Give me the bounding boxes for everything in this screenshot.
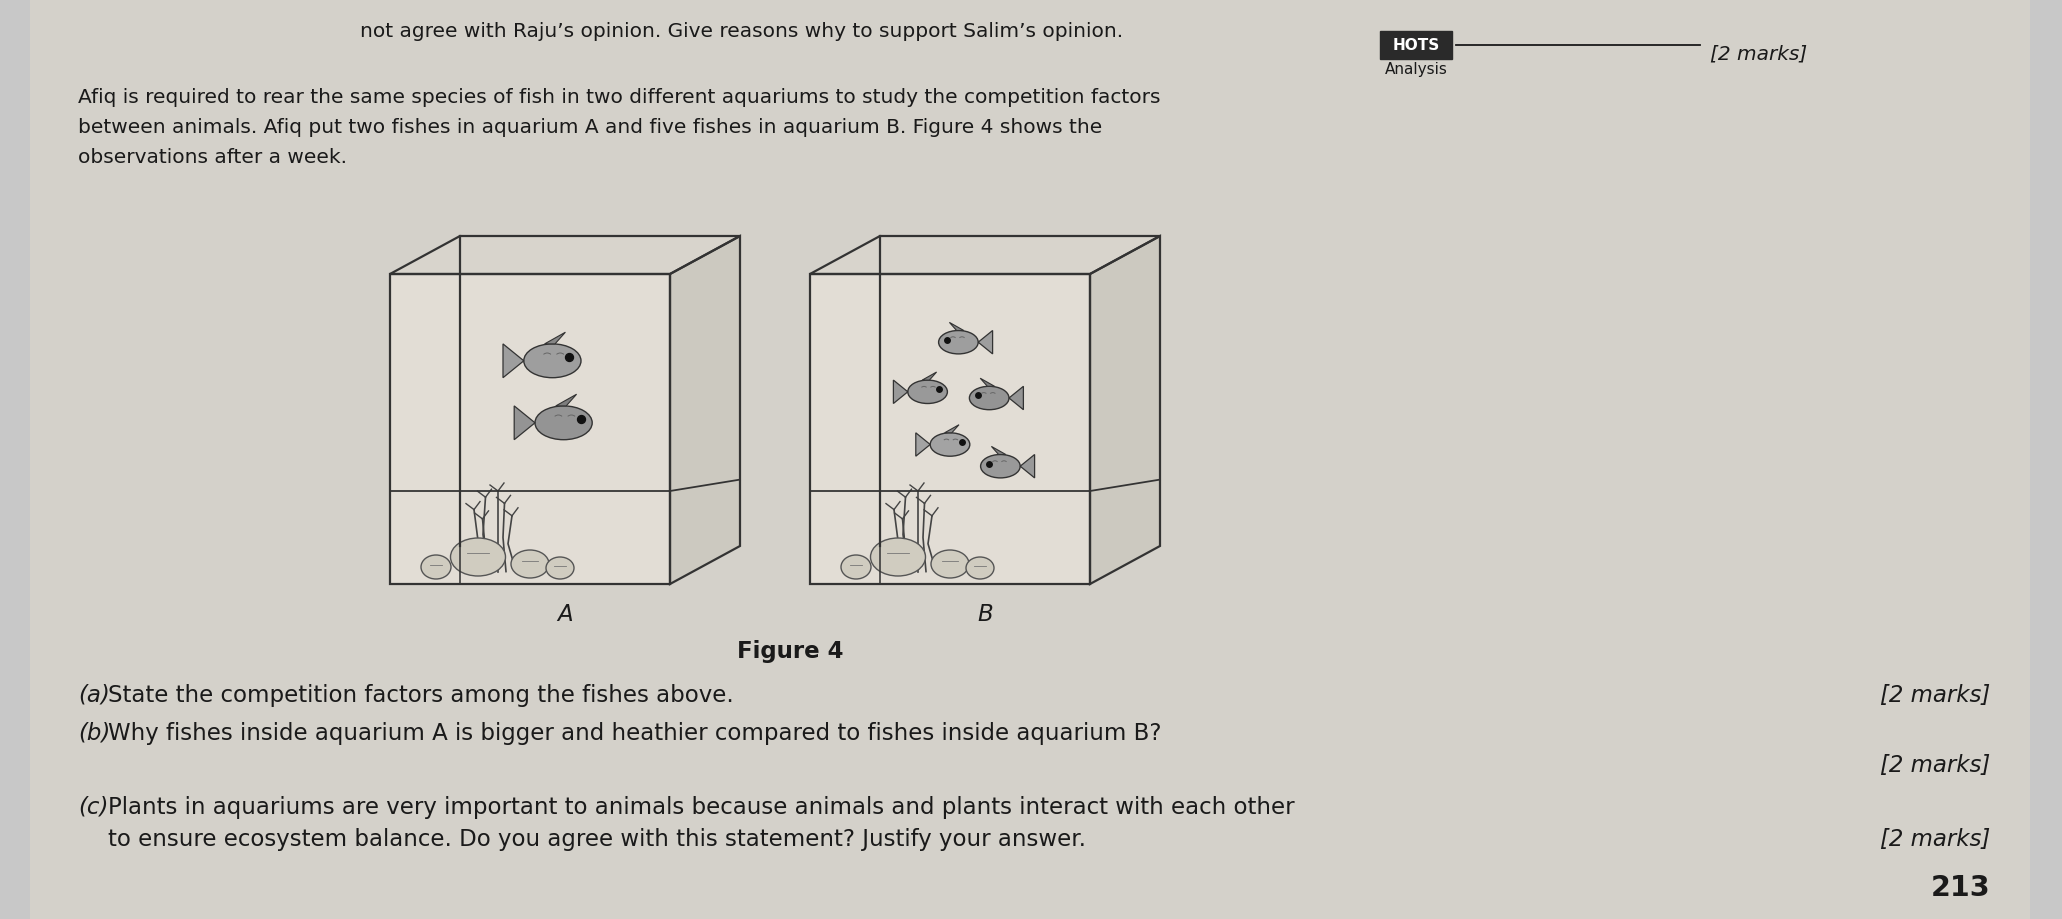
Ellipse shape <box>907 380 946 404</box>
Text: [2 marks]: [2 marks] <box>1881 754 1990 777</box>
Polygon shape <box>979 379 994 387</box>
Text: [2 marks]: [2 marks] <box>1881 683 1990 706</box>
Polygon shape <box>916 434 930 457</box>
Text: not agree with Raju’s opinion. Give reasons why to support Salim’s opinion.: not agree with Raju’s opinion. Give reas… <box>361 22 1124 41</box>
Ellipse shape <box>930 434 969 457</box>
Ellipse shape <box>965 558 994 579</box>
Text: Why fishes inside aquarium A is bigger and heathier compared to fishes inside aq: Why fishes inside aquarium A is bigger a… <box>107 721 1161 744</box>
Text: Figure 4: Figure 4 <box>736 640 843 663</box>
Ellipse shape <box>932 550 969 578</box>
Text: Afiq is required to rear the same species of fish in two different aquariums to : Afiq is required to rear the same specie… <box>78 88 1161 107</box>
Polygon shape <box>503 345 524 379</box>
Polygon shape <box>544 333 565 345</box>
Ellipse shape <box>870 539 926 576</box>
Polygon shape <box>390 275 670 584</box>
Text: (a): (a) <box>78 683 109 706</box>
Ellipse shape <box>546 558 573 579</box>
FancyBboxPatch shape <box>1379 32 1452 60</box>
Polygon shape <box>977 331 992 355</box>
Ellipse shape <box>969 387 1008 410</box>
Polygon shape <box>513 406 534 440</box>
Text: Plants in aquariums are very important to animals because animals and plants int: Plants in aquariums are very important t… <box>107 795 1295 818</box>
Text: 213: 213 <box>1930 873 1990 901</box>
Text: A: A <box>557 602 573 625</box>
Text: between animals. Afiq put two fishes in aquarium A and five fishes in aquarium B: between animals. Afiq put two fishes in … <box>78 118 1103 137</box>
Text: observations after a week.: observations after a week. <box>78 148 346 167</box>
Text: (c): (c) <box>78 795 109 818</box>
Polygon shape <box>949 323 963 331</box>
Ellipse shape <box>524 345 581 379</box>
Text: (b): (b) <box>78 721 109 744</box>
Ellipse shape <box>534 406 592 440</box>
Polygon shape <box>992 447 1006 455</box>
Polygon shape <box>557 395 577 406</box>
Text: State the competition factors among the fishes above.: State the competition factors among the … <box>107 683 734 706</box>
Polygon shape <box>670 237 740 584</box>
Polygon shape <box>944 425 959 434</box>
Polygon shape <box>893 380 907 404</box>
Ellipse shape <box>982 455 1021 479</box>
Polygon shape <box>1091 237 1161 584</box>
Polygon shape <box>810 237 1161 275</box>
Polygon shape <box>922 372 936 380</box>
Ellipse shape <box>841 555 870 579</box>
Ellipse shape <box>511 550 548 578</box>
Text: [2 marks]: [2 marks] <box>1709 44 1806 62</box>
Text: HOTS: HOTS <box>1392 39 1439 53</box>
Polygon shape <box>1021 455 1035 479</box>
Polygon shape <box>390 237 740 275</box>
Ellipse shape <box>450 539 505 576</box>
Text: B: B <box>977 602 994 625</box>
Polygon shape <box>1008 387 1023 410</box>
Ellipse shape <box>421 555 452 579</box>
Ellipse shape <box>938 331 977 355</box>
Polygon shape <box>810 275 1091 584</box>
Text: Analysis: Analysis <box>1384 62 1448 77</box>
Text: [2 marks]: [2 marks] <box>1881 827 1990 850</box>
Text: to ensure ecosystem balance. Do you agree with this statement? Justify your answ: to ensure ecosystem balance. Do you agre… <box>107 827 1087 850</box>
